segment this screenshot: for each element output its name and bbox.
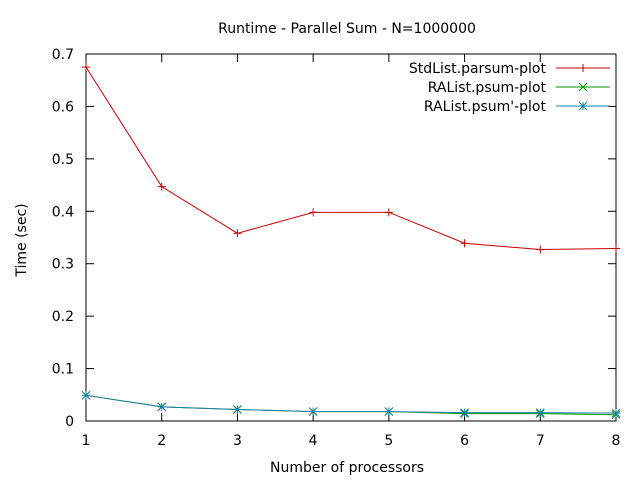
chart-title: Runtime - Parallel Sum - N=1000000 [218, 21, 476, 37]
data-point [460, 408, 469, 417]
y-tick-label: 0.1 [52, 362, 74, 378]
y-axis-label: Time (sec) [14, 203, 30, 277]
data-point [384, 208, 393, 217]
legend-label: StdList.parsum-plot [409, 61, 547, 77]
data-point [81, 390, 91, 400]
axis-ticks: 1 2 3 4 5 6 7 8 0 0.1 0.2 0.3 0.4 0.5 0.6 0.7 [52, 47, 621, 449]
y-tick-label: 0 [65, 414, 74, 430]
x-tick-label: 8 [612, 433, 621, 449]
data-point [309, 208, 318, 217]
data-point [611, 408, 621, 418]
series-3 [81, 390, 621, 418]
data-point [612, 244, 620, 253]
y-tick-label: 0.3 [52, 257, 74, 273]
x-axis-label: Number of processors [270, 460, 424, 476]
y-tick-label: 0.7 [52, 47, 74, 63]
series-line [85, 66, 617, 251]
series-layer [81, 63, 621, 420]
legend-label: RAList.psum-plot [428, 80, 547, 96]
data-point [233, 405, 242, 414]
legend-marker [579, 64, 587, 72]
data-point [535, 408, 545, 417]
data-point [157, 402, 167, 412]
data-point [384, 407, 394, 416]
data-point [536, 245, 545, 254]
x-tick-label: 7 [536, 433, 545, 449]
legend-label: RAList.psum'-plot [424, 99, 547, 115]
series-line [85, 394, 617, 414]
data-point [82, 63, 90, 72]
y-tick-label: 0.4 [52, 204, 74, 220]
series-2 [81, 390, 621, 420]
legend-marker [578, 101, 588, 111]
x-tick-label: 1 [82, 433, 91, 449]
legend-marker [578, 82, 588, 92]
legend: StdList.parsum-plot RAList.psum-plot RALis… [409, 61, 610, 115]
series-1 [82, 63, 620, 254]
y-tick-label: 0.5 [52, 152, 74, 168]
x-tick-label: 4 [309, 433, 318, 449]
x-tick-label: 3 [233, 433, 242, 449]
data-point [308, 407, 318, 416]
data-point [460, 239, 469, 248]
x-tick-label: 2 [157, 433, 166, 449]
x-tick-label: 5 [384, 433, 393, 449]
data-point [233, 229, 242, 238]
data-point [157, 182, 166, 191]
plot-frame [85, 53, 617, 422]
y-tick-label: 0.2 [52, 309, 74, 325]
x-tick-label: 6 [460, 433, 469, 449]
y-tick-label: 0.6 [52, 99, 74, 115]
